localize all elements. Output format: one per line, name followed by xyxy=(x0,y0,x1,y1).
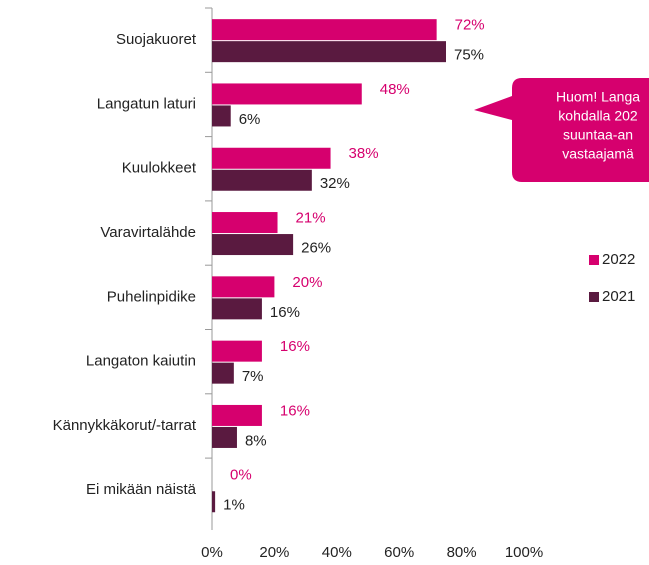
value-label: 38% xyxy=(349,145,379,162)
category-label: Langatun laturi xyxy=(97,95,196,112)
bar xyxy=(212,19,437,41)
value-label: 16% xyxy=(270,304,300,321)
value-label: 20% xyxy=(292,274,322,291)
bar xyxy=(212,105,231,127)
bar xyxy=(212,147,331,169)
category-label: Langaton kaiutin xyxy=(86,353,196,370)
callout xyxy=(474,78,649,182)
callout-text: vastaajamä xyxy=(562,146,634,162)
legend-swatch xyxy=(589,292,599,302)
category-label: Puhelinpidike xyxy=(107,288,196,305)
bar xyxy=(212,234,294,256)
bar xyxy=(212,340,262,362)
x-tick-label: 20% xyxy=(259,544,289,561)
legend-label: 2022 xyxy=(602,251,635,268)
bar xyxy=(212,41,446,63)
value-label: 7% xyxy=(242,368,264,385)
callout-text: kohdalla 202 xyxy=(558,108,638,124)
bar xyxy=(212,276,275,298)
value-label: 16% xyxy=(280,338,310,355)
category-label: Suojakuoret xyxy=(116,31,197,48)
legend-swatch xyxy=(589,255,599,265)
category-label: Varavirtalähde xyxy=(100,224,196,241)
value-label: 6% xyxy=(239,111,261,128)
value-label: 32% xyxy=(320,175,350,192)
category-label: Kuulokkeet xyxy=(122,160,197,177)
bar xyxy=(212,83,362,105)
value-label: 8% xyxy=(245,432,267,449)
x-tick-label: 60% xyxy=(384,544,414,561)
value-label: 16% xyxy=(280,402,310,419)
value-label: 26% xyxy=(301,240,331,257)
value-label: 21% xyxy=(296,210,326,227)
value-label: 75% xyxy=(454,47,484,64)
value-label: 48% xyxy=(380,81,410,98)
bar xyxy=(212,491,216,513)
callout-shape xyxy=(474,78,649,182)
callout-text: suuntaa-an xyxy=(563,127,633,143)
callout-text: Huom! Langa xyxy=(556,89,640,105)
category-label: Ei mikään näistä xyxy=(86,481,197,498)
bar xyxy=(212,426,237,448)
bar xyxy=(212,298,262,320)
x-tick-label: 40% xyxy=(322,544,352,561)
x-tick-label: 0% xyxy=(201,544,223,561)
bar xyxy=(212,169,312,191)
value-label: 0% xyxy=(230,467,252,484)
value-label: 1% xyxy=(223,497,245,514)
x-tick-label: 80% xyxy=(447,544,477,561)
bar xyxy=(212,362,234,384)
bar xyxy=(212,404,262,426)
x-tick-label: 100% xyxy=(505,544,543,561)
legend-label: 2021 xyxy=(602,288,635,305)
bar xyxy=(212,212,278,234)
category-label: Kännykkäkorut/-tarrat xyxy=(53,417,197,434)
value-label: 72% xyxy=(455,17,485,34)
